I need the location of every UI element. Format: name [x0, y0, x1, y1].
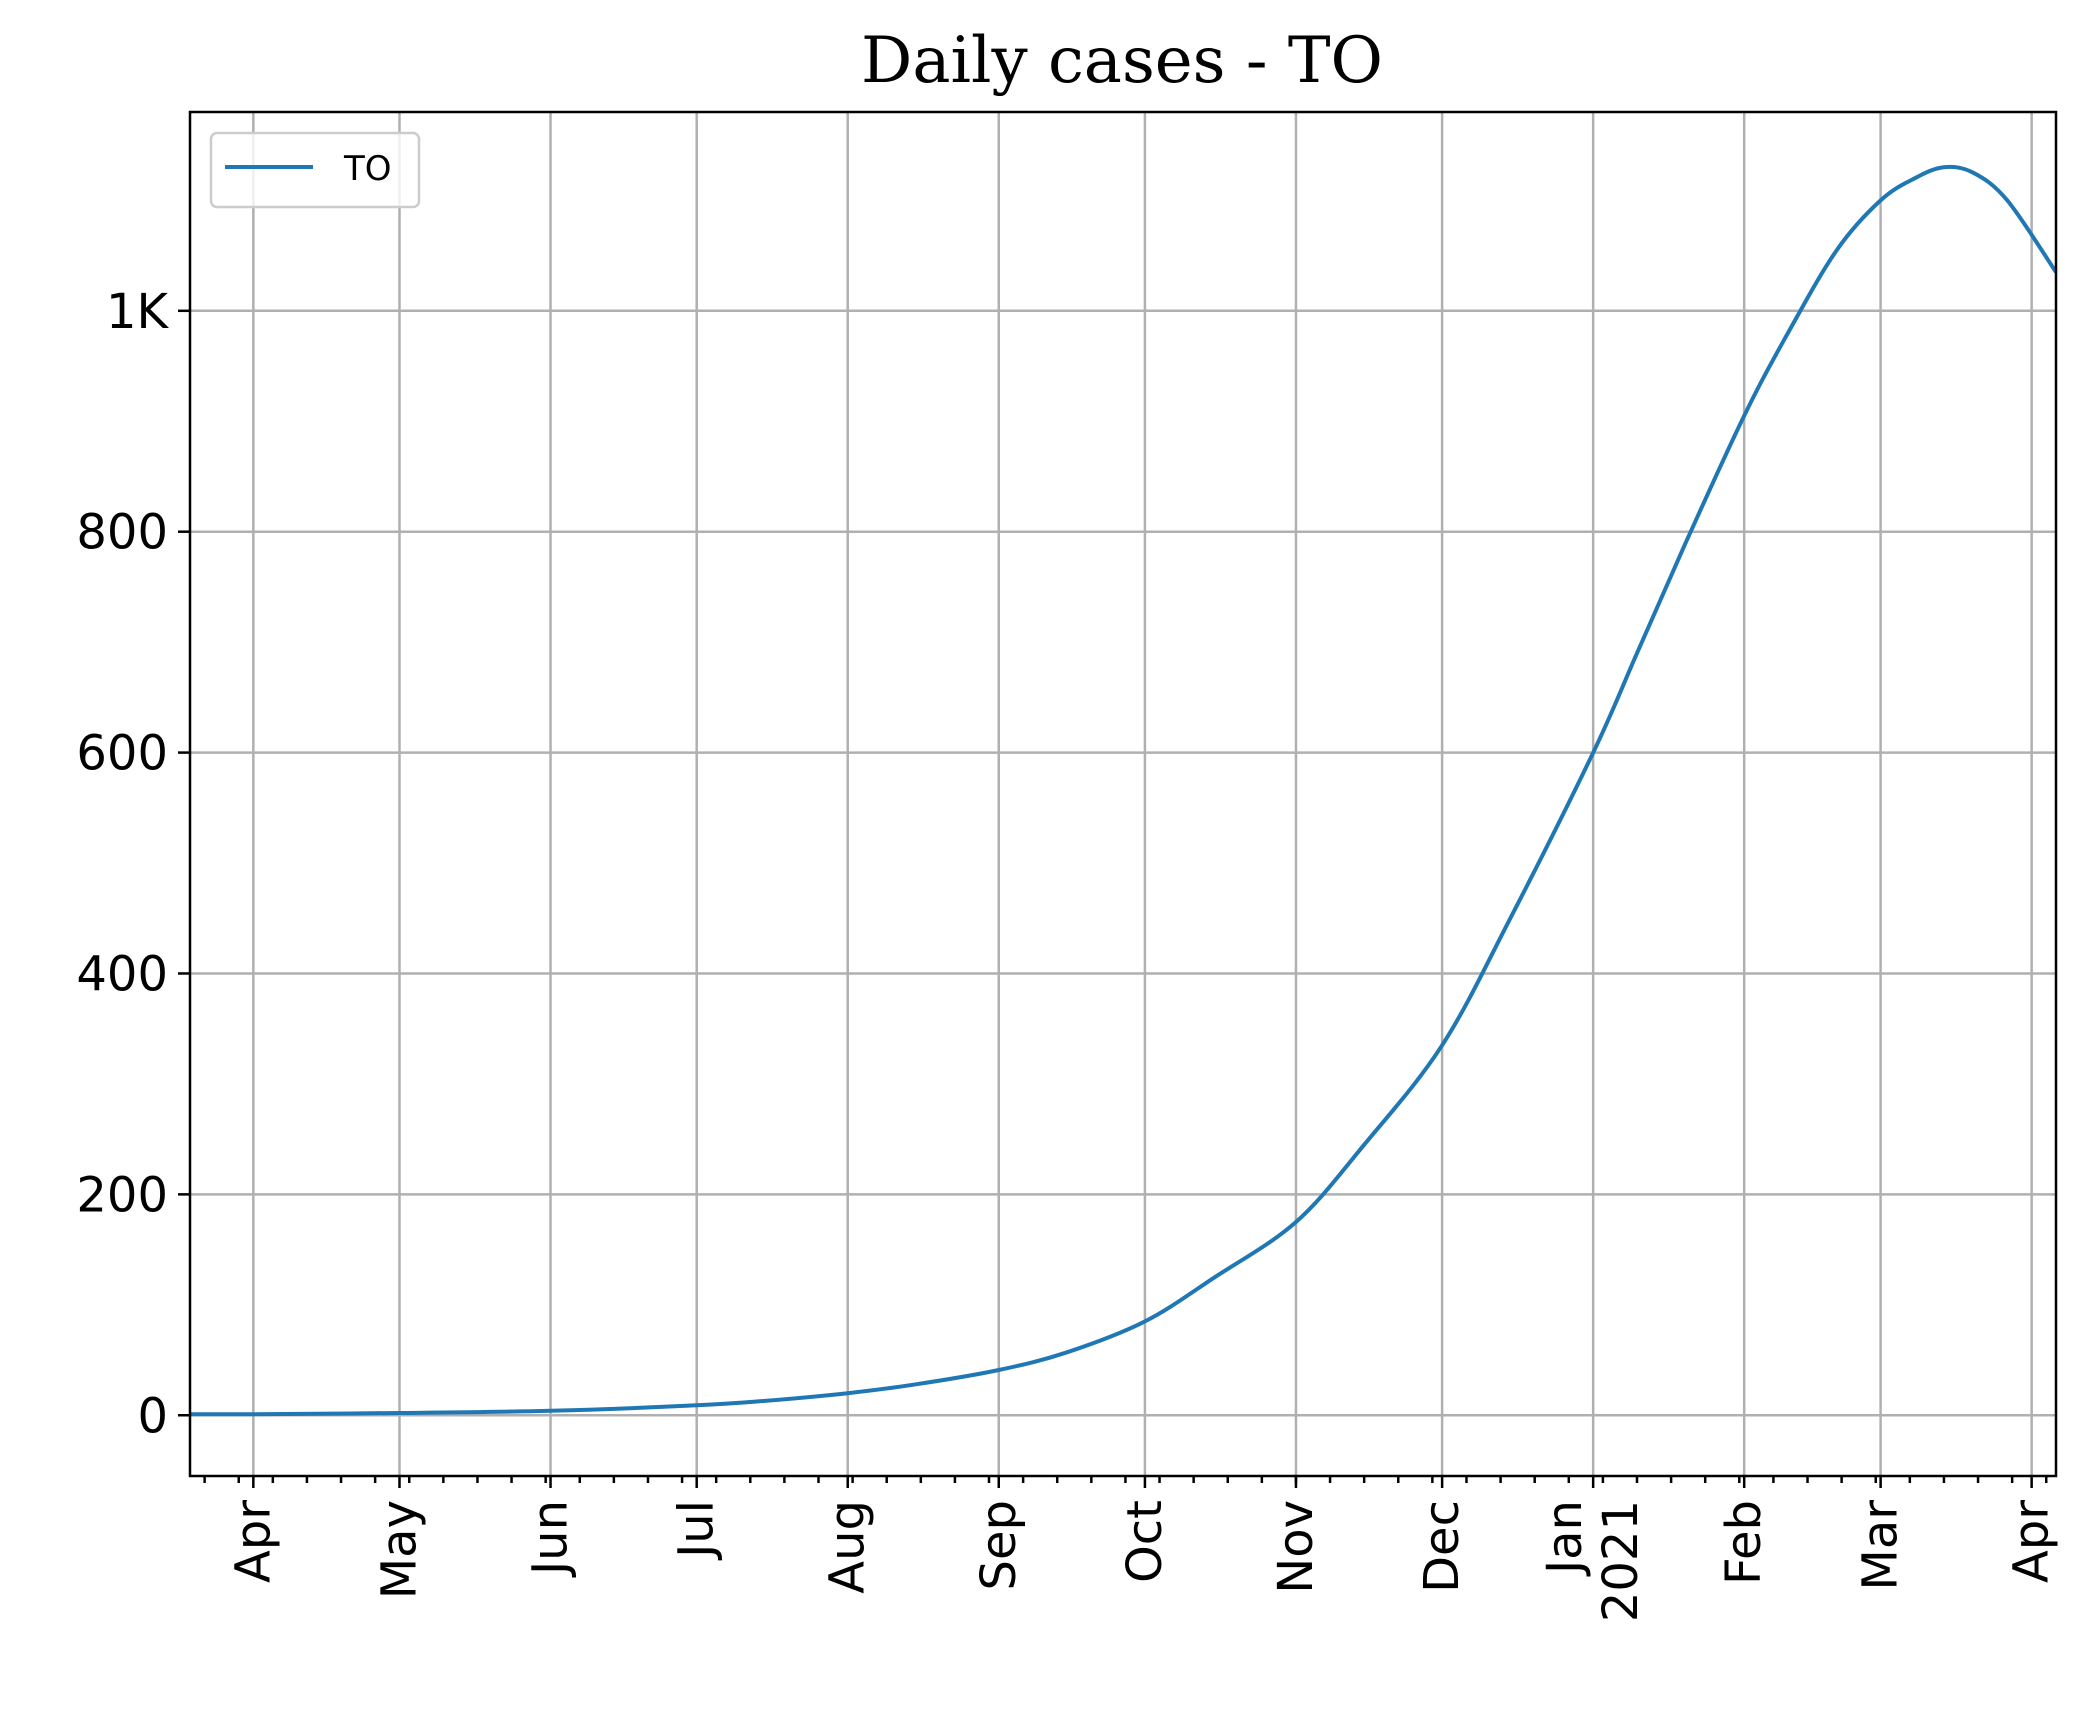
y-tick-label: 0 — [137, 1388, 168, 1444]
chart-title: Daily cases - TO — [861, 24, 1383, 98]
series-line-to — [189, 164, 2058, 1417]
x-tick-label-year: 2021 — [1593, 1500, 1649, 1622]
x-tick-label: Apr — [225, 1500, 281, 1583]
legend-box — [209, 131, 421, 209]
x-axis: Apr May Jun Jul Aug Sep Oct Nov Dec Jan 2021 Feb Mar… — [203, 1476, 2060, 1622]
x-tick-label: Oct — [1117, 1500, 1173, 1583]
x-tick-label: Feb — [1716, 1500, 1772, 1585]
x-tick-label: Apr — [2004, 1500, 2060, 1583]
legend: TO — [209, 131, 421, 209]
y-tick-label: 200 — [76, 1167, 168, 1223]
y-tick-label: 400 — [76, 946, 168, 1002]
y-axis: 0 200 400 600 800 1K — [76, 284, 190, 1444]
y-tick-label: 1K — [106, 284, 170, 340]
x-tick-label: May — [371, 1500, 427, 1599]
x-tick-label: Dec — [1414, 1500, 1470, 1593]
x-tick-label: Aug — [820, 1500, 876, 1594]
y-tick-label: 600 — [76, 726, 168, 782]
x-tick-label: Jun — [523, 1500, 579, 1578]
series-layer — [189, 164, 2058, 1417]
grid-lines — [190, 112, 2056, 1476]
x-tick-label: Jan — [1537, 1500, 1593, 1577]
x-tick-label: Nov — [1268, 1500, 1324, 1594]
x-tick-label: Jul — [669, 1500, 725, 1561]
x-tick-label: Sep — [971, 1500, 1027, 1590]
legend-label: TO — [343, 149, 392, 189]
y-tick-label: 800 — [76, 505, 168, 561]
plot-frame — [188, 110, 2058, 1478]
x-tick-label: Mar — [1853, 1500, 1909, 1591]
